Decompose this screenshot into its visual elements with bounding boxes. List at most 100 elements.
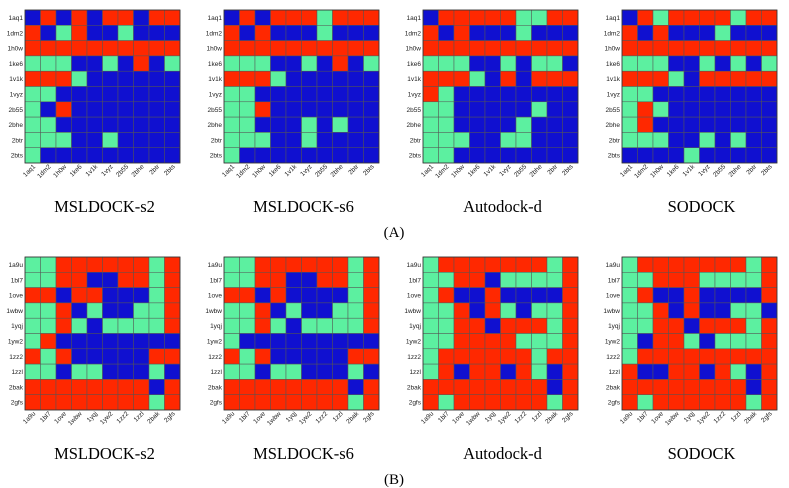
heatmap-cell (270, 302, 287, 319)
heatmap-cell (285, 363, 302, 380)
heatmap-cell (562, 317, 579, 334)
heatmap-cell (24, 272, 41, 288)
heatmap-cell (761, 55, 778, 72)
heatmap-cell (515, 40, 532, 57)
heatmap-cell (133, 132, 150, 148)
heatmap-cell (332, 379, 349, 395)
heatmap-cell (347, 302, 364, 319)
heatmap-cell (546, 101, 563, 118)
heatmap-cell (714, 25, 731, 41)
heatmap-cell (683, 9, 700, 26)
row-tick-label: 1wbw (205, 308, 222, 315)
heatmap-cell (500, 55, 517, 72)
heatmap-cell (223, 86, 240, 103)
heatmap-title: MSLDOCK-s6 (253, 197, 354, 216)
heatmap-cell (332, 272, 349, 288)
heatmap-cell (714, 287, 731, 304)
heatmap-cell (86, 394, 103, 411)
heatmap-cell (438, 379, 455, 395)
column-tick-label: 2gfs (163, 410, 177, 424)
heatmap-cell (55, 116, 72, 133)
heatmap-cell (148, 40, 165, 57)
panel-border (24, 256, 181, 411)
heatmap-cell (254, 25, 271, 41)
row-tick-label: 1h0w (7, 46, 23, 53)
heatmap-cell (270, 55, 287, 72)
heatmap-cell (239, 116, 256, 133)
heatmap-cell (117, 9, 134, 26)
column-tick-label: 1wbw (67, 410, 84, 427)
heatmap-cell (683, 317, 700, 334)
heatmap-cell (117, 302, 134, 319)
heatmap-cell (363, 40, 380, 57)
heatmap-cell (714, 116, 731, 133)
heatmap-cell (133, 70, 150, 87)
heatmap-cell (652, 116, 669, 133)
heatmap-cell (301, 101, 318, 118)
heatmap-cell (133, 302, 150, 319)
heatmap-cell (730, 256, 747, 273)
heatmap-cell (316, 394, 333, 411)
heatmap-cell (223, 116, 240, 133)
heatmap-cell (515, 379, 532, 395)
column-tick-label: 2bak (544, 410, 559, 425)
heatmap-cell (86, 55, 103, 72)
heatmap-cell (469, 287, 486, 304)
heatmap-cell (40, 25, 57, 41)
heatmap-cell (332, 256, 349, 273)
heatmap-cell (438, 302, 455, 319)
heatmap-cell (148, 25, 165, 41)
heatmap-cell (484, 317, 501, 334)
row-tick-label: 1yqj (210, 323, 222, 330)
heatmap-cell (422, 147, 439, 164)
heatmap-cell (621, 40, 638, 57)
heatmap-cell (117, 147, 134, 164)
heatmap-cell (652, 101, 669, 118)
row-tick-label: 1aq1 (407, 15, 422, 22)
heatmap-cell (515, 302, 532, 319)
heatmap-cell (453, 394, 470, 411)
heatmap-cell (714, 40, 731, 57)
heatmap-cell (24, 25, 41, 41)
heatmap-cell (164, 55, 181, 72)
heatmap-cell (714, 147, 731, 164)
heatmap-cell (745, 132, 762, 148)
heatmap-cell (730, 272, 747, 288)
heatmap-cell (453, 101, 470, 118)
heatmap-cell (531, 272, 548, 288)
heatmap-cell (438, 333, 455, 350)
heatmap-cell (761, 256, 778, 273)
heatmap-cell (438, 25, 455, 41)
heatmap-cell (270, 379, 287, 395)
heatmap-cell (637, 379, 654, 395)
heatmap-cell (301, 132, 318, 148)
heatmap-cell (239, 86, 256, 103)
heatmap-cell (316, 132, 333, 148)
column-tick-label: 2b55 (314, 163, 329, 178)
heatmap-cell (562, 70, 579, 87)
heatmap-cell (363, 116, 380, 133)
heatmap-cell (363, 9, 380, 26)
heatmap-cell (86, 302, 103, 319)
column-tick-label: 1zz2 (315, 410, 330, 425)
heatmap-cell (40, 256, 57, 273)
heatmap-cell (239, 348, 256, 365)
column-tick-label: 2gfs (561, 410, 575, 424)
heatmap-cell (683, 348, 700, 365)
heatmap-cell (683, 70, 700, 87)
heatmap-cell (223, 9, 240, 26)
heatmap-cell (55, 55, 72, 72)
heatmap-cell (531, 287, 548, 304)
heatmap-panel: 1aq11dm21h0w1ke61v1k1vyz2b552bhe2btr2bts… (7, 9, 181, 216)
heatmap-cell (239, 40, 256, 57)
column-tick-label: 2bhe (727, 163, 742, 178)
heatmap-cell (699, 348, 716, 365)
heatmap-cell (254, 55, 271, 72)
heatmap-cell (316, 256, 333, 273)
heatmap-cell (531, 333, 548, 350)
heatmap-cell (24, 55, 41, 72)
heatmap-cell (301, 348, 318, 365)
heatmap-cell (515, 147, 532, 164)
heatmap-cell (347, 348, 364, 365)
column-tick-label: 1a9u (221, 410, 236, 425)
